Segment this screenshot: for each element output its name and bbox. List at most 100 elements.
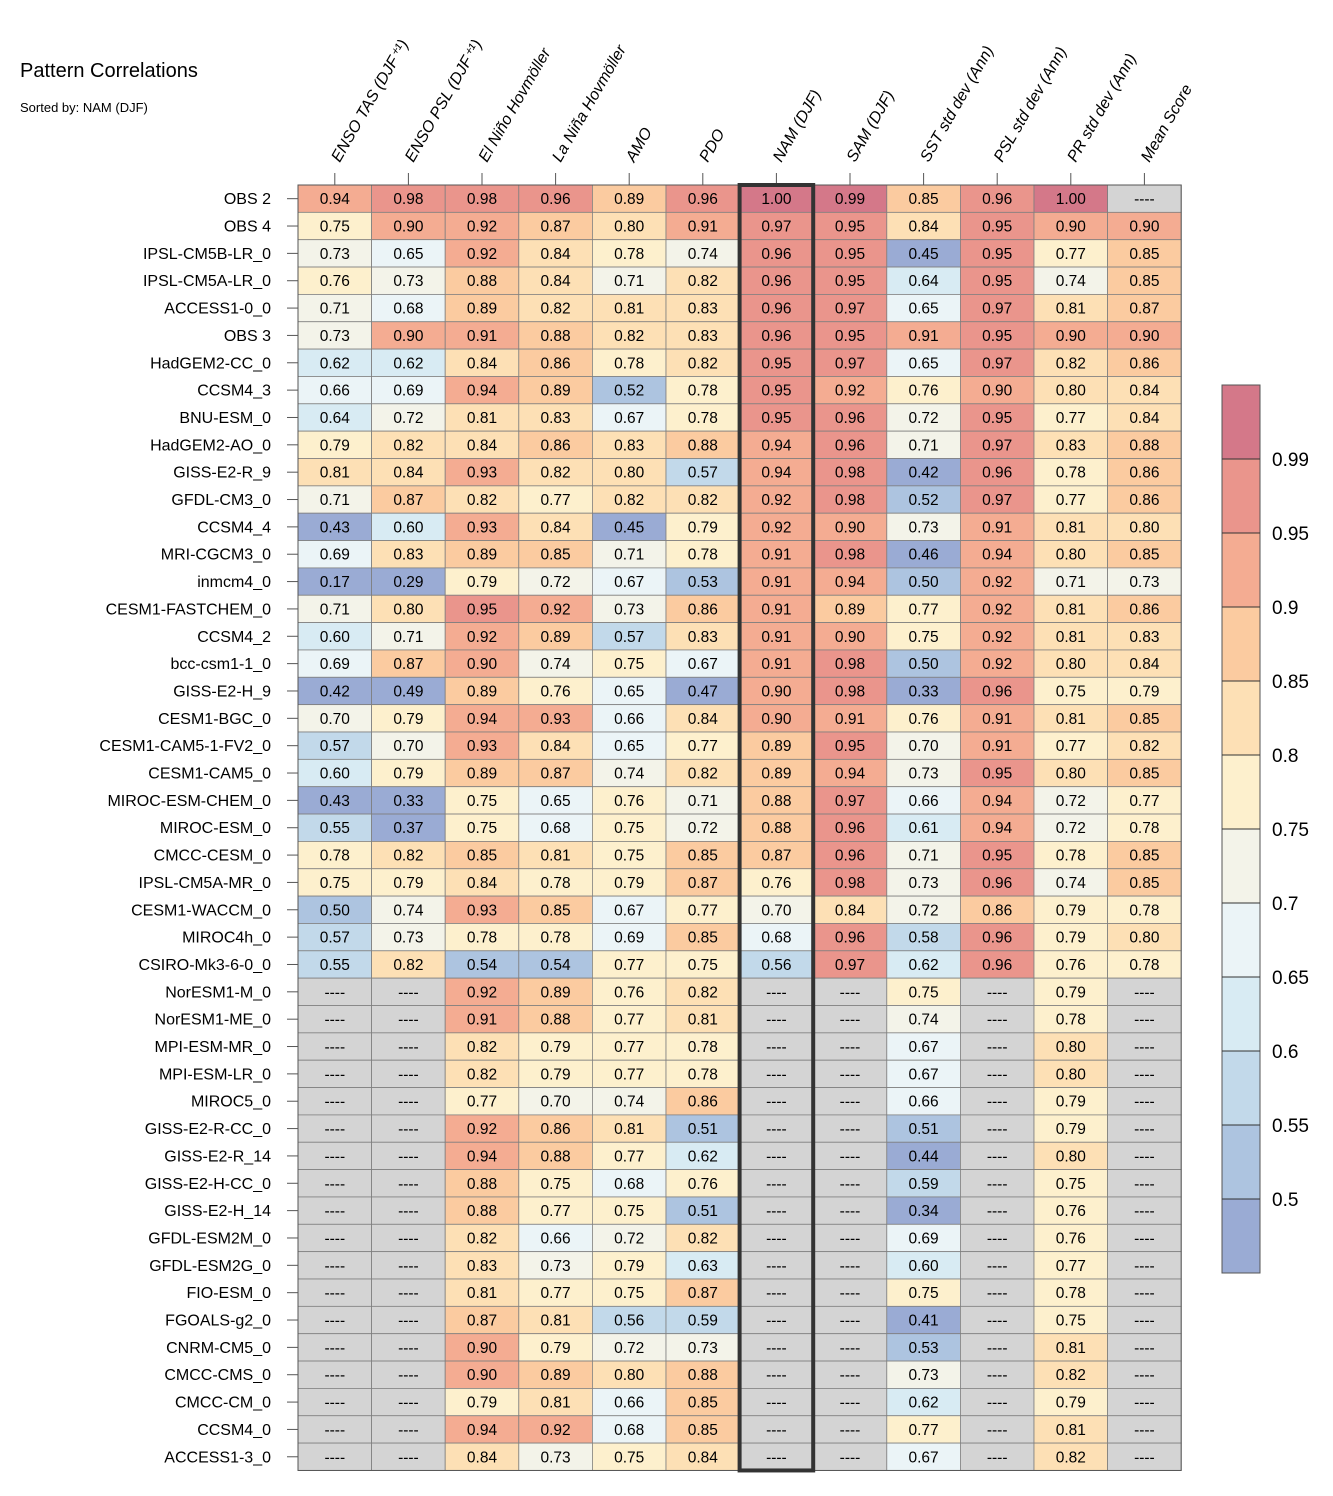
cell-value: 0.82: [1129, 738, 1159, 755]
cell-value: 0.94: [467, 711, 498, 728]
heatmap-cell: [444, 704, 520, 733]
cell-value: 0.84: [541, 246, 572, 263]
cell-value: 0.91: [761, 629, 791, 646]
heatmap-cell: [960, 813, 1035, 842]
cell-value: 0.73: [909, 875, 939, 892]
cell-value: 0.75: [909, 984, 939, 1001]
heatmap-cell: [1107, 1141, 1182, 1171]
cell-value: 0.75: [467, 793, 497, 810]
heatmap-cell: [1107, 321, 1182, 350]
heatmap-cell: [665, 950, 740, 979]
row-label: CCSM4_3: [197, 383, 271, 400]
cell-value: 0.95: [982, 246, 1012, 263]
cell-value: 0.91: [909, 328, 939, 345]
cell-value: 0.95: [982, 766, 1012, 783]
heatmap-cell: [444, 1360, 520, 1389]
heatmap-cell: [886, 1360, 961, 1389]
heatmap-cell: [665, 321, 740, 350]
cell-value: 0.97: [982, 492, 1012, 509]
cell-value: 0.74: [614, 1094, 645, 1111]
cell-value: ----: [987, 1094, 1008, 1111]
heatmap-cell: [592, 676, 667, 706]
cell-value: 0.87: [467, 1313, 497, 1330]
cell-value: 0.98: [835, 547, 865, 564]
heatmap-cell: [1107, 458, 1182, 487]
cell-value: ----: [840, 1230, 861, 1247]
cell-value: ----: [398, 1285, 419, 1302]
cell-value: 0.91: [467, 328, 497, 345]
cell-value: 0.43: [320, 793, 350, 810]
cell-value: 0.75: [1056, 1176, 1086, 1193]
heatmap-cell: [371, 1388, 446, 1417]
cell-value: ----: [987, 1313, 1008, 1330]
heatmap-cell: [886, 485, 961, 514]
heatmap-cell: [297, 1196, 372, 1225]
heatmap-cell: [592, 1442, 667, 1471]
cell-value: 0.82: [541, 465, 571, 482]
heatmap-cell: [886, 540, 961, 569]
cell-value: 0.96: [982, 875, 1012, 892]
cell-value: 0.87: [541, 219, 571, 236]
heatmap-cell: [665, 1278, 740, 1307]
cell-value: 0.80: [1056, 656, 1087, 673]
cell-value: 0.87: [688, 1285, 718, 1302]
cell-value: 0.96: [982, 957, 1012, 974]
heatmap-cell: [1107, 1415, 1182, 1444]
cell-value: 0.77: [909, 601, 939, 618]
cell-value: 0.94: [467, 1148, 498, 1165]
cell-value: 0.51: [688, 1203, 718, 1220]
cell-value: ----: [324, 1094, 345, 1111]
cell-value: 0.74: [614, 766, 645, 783]
heatmap-cell: [960, 485, 1035, 514]
cell-value: 0.87: [541, 766, 571, 783]
cell-value: 0.57: [320, 738, 350, 755]
cell-value: 0.78: [688, 383, 718, 400]
heatmap-cell: [371, 594, 446, 624]
heatmap-cell: [592, 239, 667, 268]
cell-value: 0.76: [1056, 1203, 1086, 1220]
heatmap-cell: [739, 1087, 814, 1116]
heatmap-cell: [518, 1278, 593, 1307]
cell-value: ----: [987, 1422, 1008, 1439]
heatmap-cell: [960, 1333, 1035, 1362]
heatmap-cell: [518, 704, 593, 733]
heatmap-cell: [444, 758, 520, 788]
cell-value: ----: [324, 1121, 345, 1138]
heatmap-cell: [812, 485, 888, 514]
heatmap-cell: [592, 950, 667, 979]
cell-value: 0.17: [320, 574, 350, 591]
cell-value: ----: [324, 1422, 345, 1439]
cell-value: ----: [324, 1313, 345, 1330]
cell-value: ----: [766, 1066, 787, 1083]
heatmap-cell: [1033, 567, 1108, 596]
cell-value: 0.96: [982, 191, 1012, 208]
colorbar-segment: [1222, 681, 1260, 755]
cell-value: 0.98: [835, 465, 865, 482]
heatmap-cell: [444, 293, 520, 323]
cell-value: 0.98: [393, 191, 423, 208]
heatmap-cell: [1033, 1059, 1108, 1088]
heatmap-cell: [297, 1278, 372, 1307]
cell-value: ----: [1134, 191, 1155, 208]
heatmap-cell: [297, 1114, 372, 1143]
cell-value: 0.52: [614, 383, 644, 400]
cell-value: 0.96: [761, 273, 791, 290]
heatmap-cell: [518, 649, 593, 678]
row-label: GISS-E2-R_9: [173, 465, 271, 482]
cell-value: 0.97: [835, 957, 865, 974]
heatmap-cell: [665, 1333, 740, 1362]
heatmap-cell: [518, 1442, 593, 1471]
heatmap-cell: [665, 758, 740, 788]
heatmap-cell: [371, 239, 446, 268]
cell-value: 0.78: [1056, 848, 1086, 865]
cell-value: 0.97: [982, 355, 1012, 372]
heatmap-cell: [665, 1087, 740, 1116]
heatmap-cell: [886, 567, 961, 596]
cell-value: 0.80: [1056, 383, 1087, 400]
cell-value: 0.80: [1129, 519, 1160, 536]
heatmap-cell: [1107, 1223, 1182, 1253]
cell-value: 0.85: [1129, 547, 1159, 564]
cell-value: 0.74: [541, 656, 572, 673]
colorbar-label: 0.99: [1272, 450, 1309, 471]
